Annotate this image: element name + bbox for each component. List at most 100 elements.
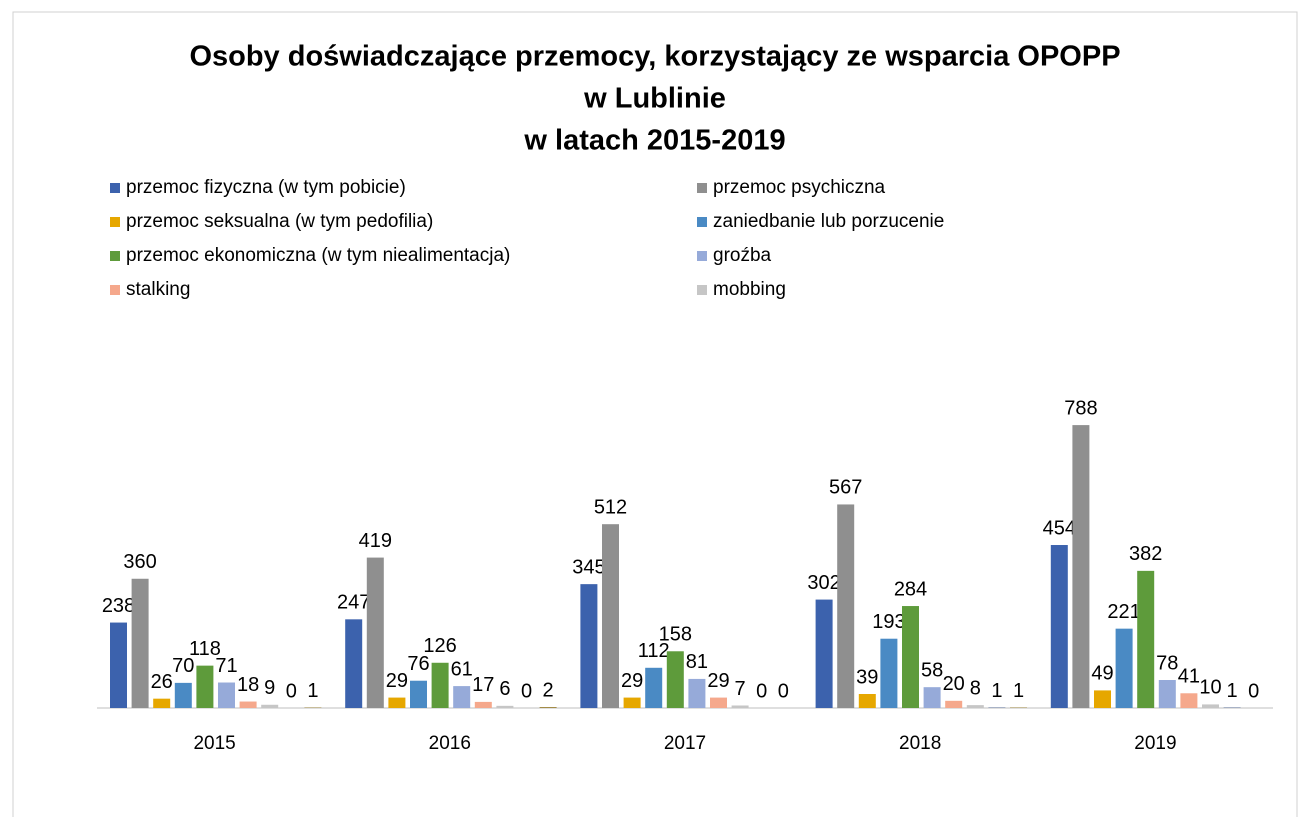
bar — [153, 698, 171, 708]
data-label: 126 — [423, 635, 456, 657]
data-label: 247 — [337, 592, 370, 614]
bar — [580, 584, 598, 708]
bar — [110, 622, 127, 708]
bar — [1158, 679, 1176, 708]
legend-label: przemoc seksualna (w tym pedofilia) — [126, 211, 433, 232]
data-label: 78 — [1156, 652, 1178, 674]
bar — [539, 707, 557, 708]
legend-label: przemoc fizyczna (w tym pobicie) — [126, 177, 406, 198]
data-label: 567 — [829, 477, 862, 499]
bar — [239, 701, 257, 708]
bar — [453, 686, 471, 708]
data-label: 39 — [856, 666, 878, 688]
data-label: 8 — [970, 677, 981, 699]
bar — [1137, 570, 1155, 708]
legend-label: mobbing — [713, 279, 786, 300]
bar — [923, 687, 941, 708]
data-label: 70 — [172, 655, 194, 677]
bar — [1202, 704, 1219, 708]
data-label: 419 — [359, 530, 392, 552]
legend-swatch — [697, 217, 707, 227]
bar — [431, 662, 449, 708]
bar — [261, 704, 279, 708]
data-label: 512 — [594, 496, 627, 518]
data-label: 49 — [1091, 663, 1113, 685]
data-label: 221 — [1107, 601, 1140, 623]
chart-border — [12, 11, 1298, 817]
bar — [858, 693, 876, 708]
bar — [366, 557, 384, 708]
data-label: 193 — [872, 611, 905, 633]
bar — [1072, 425, 1090, 708]
data-label: 382 — [1129, 543, 1162, 565]
data-label: 17 — [472, 674, 494, 696]
bar — [474, 701, 492, 708]
data-label: 1 — [991, 680, 1002, 702]
data-label: 0 — [286, 680, 297, 702]
legend-label: stalking — [126, 279, 190, 300]
bar — [731, 705, 749, 708]
bar — [1115, 628, 1133, 708]
data-label: 1 — [307, 680, 318, 702]
data-label: 6 — [499, 678, 510, 700]
data-label: 10 — [1199, 677, 1221, 699]
chart-title: Osoby doświadczające przemocy, korzystaj… — [189, 41, 1120, 73]
x-tick-label: 2018 — [899, 733, 941, 754]
data-label: 1 — [1227, 680, 1238, 702]
bar — [623, 697, 641, 708]
bar — [131, 578, 149, 708]
bar — [966, 705, 984, 708]
data-label: 29 — [386, 670, 408, 692]
data-label: 238 — [102, 595, 135, 617]
bar — [496, 705, 514, 708]
data-label: 118 — [189, 638, 221, 660]
data-label: 29 — [707, 670, 729, 692]
data-label: 41 — [1178, 666, 1200, 688]
bar — [815, 599, 833, 708]
bar — [345, 619, 363, 708]
data-label: 61 — [451, 658, 473, 680]
bar — [1180, 693, 1198, 708]
data-label: 112 — [638, 640, 670, 662]
x-tick-label: 2016 — [429, 733, 471, 754]
bar — [645, 667, 663, 708]
bar — [710, 697, 727, 708]
bar — [880, 638, 898, 708]
legend-label: groźba — [713, 245, 772, 266]
chart-title: w Lublinie — [583, 83, 726, 115]
data-label: 0 — [778, 680, 789, 702]
data-label: 0 — [521, 680, 532, 702]
bar — [945, 700, 963, 708]
data-label: 9 — [264, 677, 275, 699]
x-tick-label: 2017 — [664, 733, 706, 754]
bar — [1094, 690, 1111, 708]
data-label: 81 — [686, 651, 708, 673]
legend-swatch — [110, 217, 120, 227]
data-label: 20 — [943, 673, 965, 695]
data-label: 454 — [1043, 517, 1076, 539]
x-tick-label: 2015 — [193, 733, 235, 754]
data-label: 71 — [215, 655, 237, 677]
bar — [218, 682, 235, 708]
data-label: 158 — [659, 624, 692, 646]
bar — [410, 680, 427, 708]
data-label: 302 — [807, 572, 840, 594]
chart-title: w latach 2015-2019 — [523, 125, 785, 157]
legend-label: zaniedbanie lub porzucenie — [713, 211, 944, 232]
data-label: 26 — [151, 671, 173, 693]
data-label: 58 — [921, 659, 943, 681]
bar — [388, 697, 406, 708]
data-label: 0 — [756, 680, 767, 702]
legend-label: przemoc ekonomiczna (w tym niealimentacj… — [126, 245, 510, 266]
data-label: 284 — [894, 578, 927, 600]
legend-label: przemoc psychiczna — [713, 177, 886, 198]
bar — [1050, 545, 1068, 708]
data-label: 345 — [572, 556, 605, 578]
data-label: 788 — [1064, 397, 1097, 419]
legend-swatch — [697, 183, 707, 193]
data-label: 0 — [1248, 680, 1259, 702]
bar — [196, 665, 214, 708]
legend-swatch — [110, 285, 120, 295]
x-tick-label: 2019 — [1134, 733, 1176, 754]
